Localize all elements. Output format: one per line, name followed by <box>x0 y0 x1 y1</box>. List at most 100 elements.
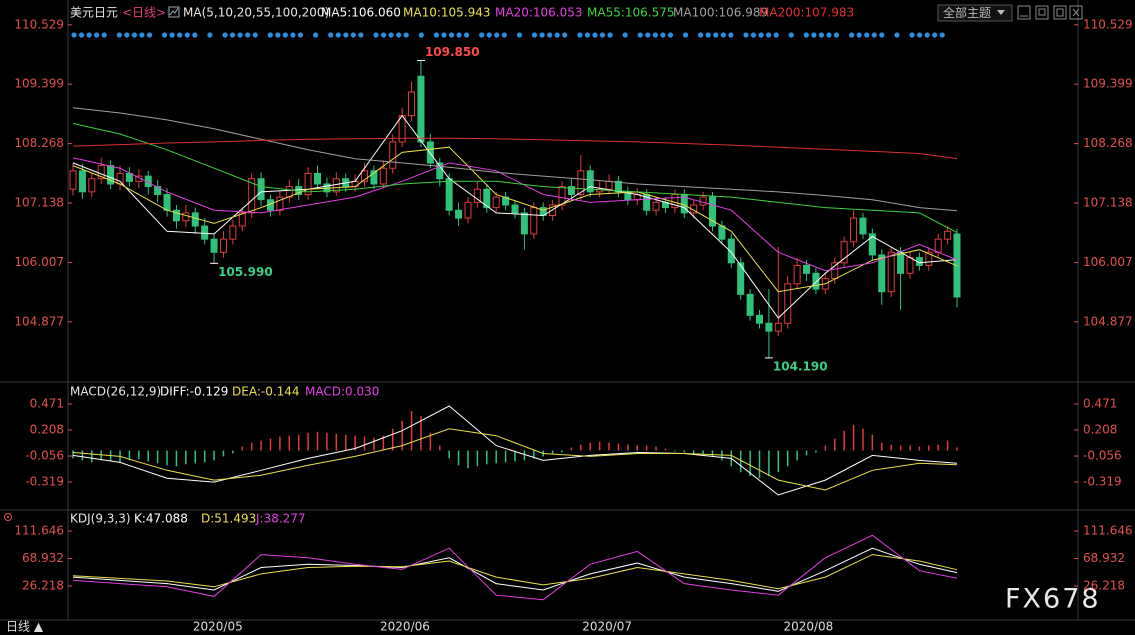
event-dot <box>750 32 757 38</box>
candle-body <box>793 264 801 285</box>
legend-entry: J:38.277 <box>255 512 306 526</box>
candle-body <box>78 170 86 193</box>
extreme-label: 104.190 <box>773 359 828 373</box>
macd-bar <box>551 450 554 455</box>
x-tick-label: 2020/08 <box>783 620 833 634</box>
event-dot <box>720 32 726 38</box>
candle-body <box>426 141 434 164</box>
candle-body <box>586 170 594 193</box>
macd-bar <box>203 450 206 463</box>
candle-body <box>210 238 218 253</box>
indicator-label: MACD(26,12,9) <box>70 385 161 399</box>
macd-bar <box>307 432 309 451</box>
maximize-button[interactable] <box>1053 5 1067 20</box>
settings-icon[interactable] <box>4 513 12 521</box>
event-dot <box>539 32 545 38</box>
event-dot <box>818 32 825 38</box>
macd-bar <box>608 442 610 451</box>
period-label[interactable]: 日线 ▲ <box>6 620 44 634</box>
event-dot <box>124 32 130 38</box>
event-dot <box>418 32 424 38</box>
macd-bar <box>909 445 911 451</box>
dropdown-arrow <box>997 10 1005 15</box>
event-dot <box>554 32 560 38</box>
event-dot <box>94 32 100 38</box>
candle-body <box>511 204 519 214</box>
event-dot <box>856 32 862 38</box>
macd-bar <box>476 450 479 467</box>
event-dot <box>177 32 183 38</box>
event-dot <box>252 32 258 38</box>
event-dot <box>486 32 492 38</box>
macd-bar <box>655 446 657 451</box>
event-dot <box>169 32 175 38</box>
event-dot <box>396 32 402 38</box>
extreme-label: 105.990 <box>218 265 273 279</box>
event-dot <box>803 32 809 38</box>
candle-body <box>746 293 754 316</box>
event-dot <box>78 32 85 38</box>
candle-body <box>473 188 481 203</box>
y-tick-label: 104.877 <box>14 314 64 328</box>
macd-bar <box>570 447 573 451</box>
event-dot <box>139 32 145 38</box>
y-tick-label-right: 104.877 <box>1083 314 1133 328</box>
candle-body <box>737 262 745 295</box>
theme-button[interactable] <box>937 4 1013 22</box>
y-tick-label: 108.268 <box>14 136 64 150</box>
candle-body <box>69 170 77 190</box>
event-dot <box>501 32 507 38</box>
candle-body <box>530 207 538 235</box>
restore-button[interactable] <box>1035 5 1049 20</box>
series-line <box>72 554 958 590</box>
candle-body <box>520 212 528 235</box>
y-tick-label-right: 106.007 <box>1083 255 1133 269</box>
candle-body <box>502 196 510 206</box>
macd-bar <box>213 450 215 461</box>
macd-bar <box>862 428 864 451</box>
candle-body <box>887 251 895 293</box>
candle-body <box>652 201 660 211</box>
macd-bar <box>881 442 883 451</box>
event-dot <box>380 32 387 38</box>
macd-bar <box>72 450 74 459</box>
x-tick-label: 2020/07 <box>582 620 632 634</box>
event-dot <box>335 32 341 38</box>
candle-body <box>389 141 397 169</box>
macd-bar <box>871 434 874 451</box>
series-line <box>72 123 958 234</box>
event-dot <box>388 32 394 38</box>
macd-bar <box>194 450 197 464</box>
event-dot <box>373 32 379 38</box>
event-dot <box>464 32 470 38</box>
minimize-button[interactable] <box>1017 5 1031 20</box>
candle-body <box>238 212 246 227</box>
macd-bar <box>786 450 789 467</box>
y-tick-label-right: 26.218 <box>1083 579 1125 593</box>
macd-bar <box>410 410 413 451</box>
macd-bar <box>937 444 939 451</box>
macd-bar <box>589 442 591 451</box>
event-dot <box>849 32 855 38</box>
macd-bar <box>928 445 930 451</box>
candle-body <box>154 186 162 195</box>
indicator-icon[interactable] <box>168 6 180 18</box>
event-dot <box>622 32 628 38</box>
event-dot <box>207 32 213 38</box>
macd-bar <box>711 450 714 457</box>
macd-bar <box>749 450 751 477</box>
macd-bar <box>956 447 958 451</box>
close-button[interactable] <box>1069 5 1083 20</box>
candle-body <box>774 322 782 332</box>
event-dot <box>924 32 930 38</box>
macd-bar <box>175 450 178 467</box>
macd-bar <box>683 450 686 453</box>
event-dot <box>433 32 439 38</box>
macd-bar <box>138 450 140 460</box>
candle-body <box>727 238 735 264</box>
event-dot <box>652 32 658 38</box>
macd-bar <box>467 450 469 469</box>
y-tick-label: 26.218 <box>22 579 64 593</box>
macd-bar <box>260 440 262 451</box>
